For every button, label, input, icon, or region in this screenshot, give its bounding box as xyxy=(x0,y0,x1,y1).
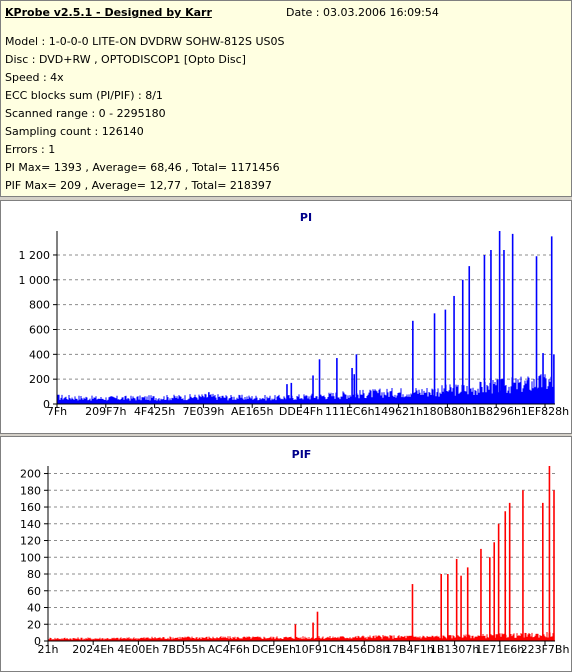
pif-chart: PIF 0 20 40 60 80 100 120 140 160 180 200 21h 2024Eh 4… xyxy=(20,448,570,656)
pi-xtick-label: 209F7h xyxy=(85,405,126,418)
pif-chart-title: PIF xyxy=(292,448,312,461)
pi-xtick-label: 180B80h xyxy=(423,405,473,418)
scan-date: Date : 03.03.2006 16:09:54 xyxy=(286,6,439,19)
info-disc: Disc : DVD+RW , OPTODISCOP1 [Opto Disc] xyxy=(5,53,246,66)
pi-xtick-label: 111EC6h xyxy=(325,405,375,418)
pi-xtick-label: 1B8296h xyxy=(471,405,521,418)
pi-xtick-label: 1EF828h xyxy=(521,405,569,418)
pif-ytick-label: 40 xyxy=(27,602,41,615)
pif-ytick-label: 100 xyxy=(20,551,41,564)
pif-xtick-label: 17B4F1h xyxy=(385,643,434,656)
pif-chart-panel: PIF 0 20 40 60 80 100 120 140 160 180 200 21h 2024Eh 4… xyxy=(0,436,572,672)
pif-xtick-label: AC4F6h xyxy=(208,643,250,656)
pif-ytick-label: 20 xyxy=(27,618,41,631)
pif-ytick-label: 60 xyxy=(27,585,41,598)
pif-xtick-label: 2024Eh xyxy=(72,643,114,656)
pi-xtick-label: AE165h xyxy=(231,405,273,418)
pif-xtick-label: 10F91Ch xyxy=(295,643,344,656)
pif-xtick-label: DCE9Eh xyxy=(252,643,296,656)
pi-ytick-label: 600 xyxy=(29,323,50,336)
pif-ytick-label: 80 xyxy=(27,568,41,581)
pif-xtick-label: 1E71E6h xyxy=(475,643,524,656)
pif-xtick-label: 1456D8h xyxy=(339,643,389,656)
info-ecc-blocks: ECC blocks sum (PI/PIF) : 8/1 xyxy=(5,89,163,102)
pif-xtick-label: 21h xyxy=(38,643,59,656)
pif-ytick-label: 120 xyxy=(20,535,41,548)
info-errors: Errors : 1 xyxy=(5,143,56,156)
pif-xtick-label: 4E00Eh xyxy=(117,643,159,656)
pi-xtick-label: 149621h xyxy=(374,405,423,418)
pi-chart-panel: PI 0 200 400 600 800 1 000 1 200 7Fh 209F7h 4F425h… xyxy=(0,200,572,434)
info-sampling-count: Sampling count : 126140 xyxy=(5,125,144,138)
pif-ytick-label: 0 xyxy=(34,635,41,648)
pif-xtick-label: 223F7Bh xyxy=(521,643,570,656)
pi-ytick-label: 1 200 xyxy=(19,249,51,262)
pi-ytick-label: 200 xyxy=(29,373,50,386)
pi-xtick-label: 4F425h xyxy=(134,405,175,418)
info-pif-stats: PIF Max= 209 , Average= 12,77 , Total= 2… xyxy=(5,179,272,192)
pif-ytick-label: 140 xyxy=(20,518,41,531)
pi-xtick-label: 7E039h xyxy=(182,405,224,418)
pi-chart-title: PI xyxy=(300,211,312,224)
info-pi-stats: PI Max= 1393 , Average= 68,46 , Total= 1… xyxy=(5,161,280,174)
pi-xtick-label: DDE4Fh xyxy=(279,405,323,418)
pi-ytick-label: 1 000 xyxy=(19,274,51,287)
pif-xtick-label: 7BD55h xyxy=(162,643,206,656)
pif-ytick-label: 200 xyxy=(20,468,41,481)
pif-series-noise xyxy=(48,631,555,641)
pif-ytick-label: 180 xyxy=(20,484,41,497)
info-model: Model : 1-0-0-0 LITE-ON DVDRW SOHW-812S … xyxy=(5,35,285,48)
info-panel: KProbe v2.5.1 - Designed by Karr Date : … xyxy=(0,0,572,197)
pi-chart: PI 0 200 400 600 800 1 000 1 200 7Fh 209F7h 4F425h… xyxy=(19,211,570,418)
info-scanned-range: Scanned range : 0 - 2295180 xyxy=(5,107,166,120)
app-title: KProbe v2.5.1 - Designed by Karr xyxy=(5,6,212,19)
pi-ytick-label: 400 xyxy=(29,348,50,361)
pi-ytick-label: 800 xyxy=(29,299,50,312)
pif-ytick-label: 160 xyxy=(20,501,41,514)
pi-ytick-label: 0 xyxy=(43,398,50,411)
pi-xtick-label: 7Fh xyxy=(47,405,67,418)
info-speed: Speed : 4x xyxy=(5,71,64,84)
pif-xtick-label: 1B1307h xyxy=(430,643,480,656)
